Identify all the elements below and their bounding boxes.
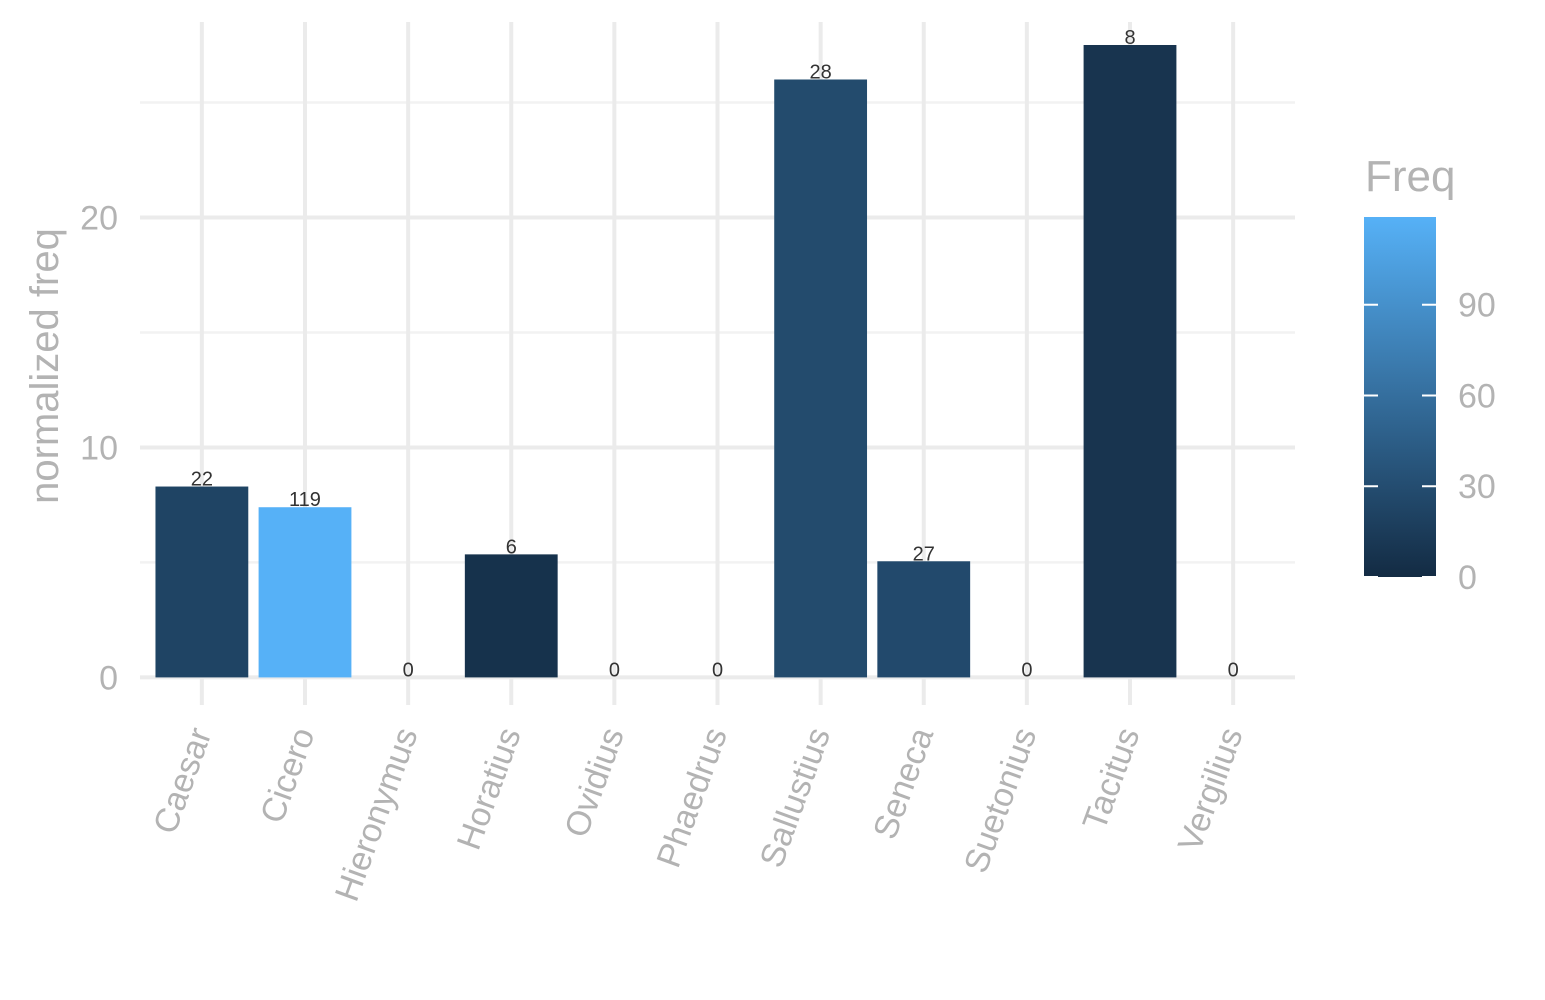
bar-sallustius [774, 79, 868, 678]
x-axis-ticks: Caesar Cicero Hieronymus Horatius Ovidius Pha… [146, 723, 1250, 907]
colorbar-tick-label: 30 [1458, 468, 1496, 506]
x-tick-label: Suetonius [957, 723, 1044, 878]
colorbar-tick-label: 60 [1458, 377, 1496, 415]
bar-label-cicero: 119 [289, 489, 321, 511]
bar-cicero [258, 507, 352, 678]
x-tick-label: Sallustius [753, 723, 838, 873]
colorbar-tick-label: 90 [1458, 287, 1496, 325]
x-tick-label: Cicero [253, 723, 322, 828]
y-axis-ticks: 0 10 20 [80, 199, 118, 697]
bar-tacitus [1083, 44, 1177, 678]
bar-horatius [464, 554, 558, 678]
legend-title: Freq [1365, 152, 1455, 201]
colorbar-legend: Freq 0 30 60 90 [1364, 152, 1496, 597]
bar-label-vergilius: 0 [1228, 659, 1239, 681]
bar-label-suetonius: 0 [1021, 659, 1032, 681]
bar-label-horatius: 6 [506, 536, 517, 558]
x-tick-label: Hieronymus [328, 723, 426, 906]
x-tick-label: Ovidius [557, 723, 631, 843]
x-tick-label: Phaedrus [650, 723, 735, 873]
x-tick-label: Horatius [450, 723, 529, 855]
y-tick-label: 20 [80, 199, 118, 237]
x-tick-label: Caesar [146, 723, 219, 839]
y-tick-label: 10 [80, 429, 118, 467]
colorbar [1364, 217, 1436, 577]
x-tick-label: Seneca [866, 723, 941, 844]
x-tick-label: Vergilius [1171, 723, 1251, 857]
bar-label-tacitus: 8 [1124, 27, 1135, 49]
bar-label-ovidius: 0 [609, 659, 620, 681]
bar-seneca [877, 561, 971, 678]
y-axis-title: normalized freq [23, 228, 67, 504]
bar-label-seneca: 27 [913, 543, 935, 565]
bar-label-caesar: 22 [191, 469, 213, 491]
bar-label-phaedrus: 0 [712, 659, 723, 681]
bar-caesar [155, 486, 249, 678]
bar-value-labels: 22 119 0 6 0 0 28 27 0 8 0 [191, 27, 1239, 681]
colorbar-ticks: 0 30 60 90 [1364, 287, 1496, 597]
x-tick-label: Tacitus [1076, 723, 1148, 835]
bar-label-hieronymus: 0 [403, 659, 414, 681]
bars [155, 44, 1177, 678]
colorbar-tick-label: 0 [1458, 559, 1477, 597]
y-tick-label: 0 [99, 659, 118, 697]
bar-label-sallustius: 28 [810, 61, 832, 83]
